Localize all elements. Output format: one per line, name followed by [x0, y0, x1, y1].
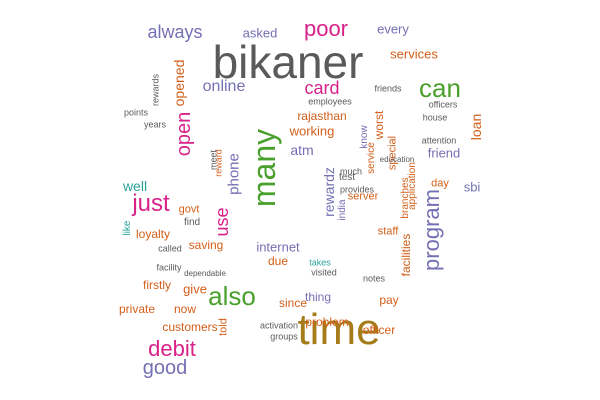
word-called: called	[158, 243, 182, 254]
word-services: services	[390, 46, 438, 62]
word-friend: friend	[427, 145, 461, 161]
word-meet: meet	[208, 149, 219, 171]
word-takes: takes	[309, 257, 331, 268]
word-give: give	[183, 281, 207, 297]
word-staff: staff	[377, 225, 399, 238]
word-program: program	[419, 189, 444, 271]
word-always: always	[147, 22, 203, 42]
word-poor: poor	[303, 16, 349, 41]
word-activation: activation	[259, 320, 299, 331]
word-good: good	[142, 357, 188, 379]
word-thing: thing	[304, 290, 332, 304]
word-day: day	[431, 177, 449, 190]
word-years: years	[143, 119, 167, 130]
word-facility: facility	[156, 262, 182, 273]
word-test: test	[338, 172, 356, 183]
word-debit: debit	[148, 336, 196, 361]
word-saving: saving	[188, 238, 224, 252]
word-govt: govt	[178, 203, 200, 216]
word-find: find	[183, 217, 201, 228]
word-told: told	[217, 318, 230, 336]
word-rewardz: rewardz	[321, 167, 337, 217]
word-officer: officer	[362, 323, 396, 337]
word-like: like	[122, 220, 133, 236]
word-firstly: firstly	[143, 278, 171, 292]
word-provides: provides	[339, 184, 375, 195]
word-open: open	[173, 111, 195, 157]
word-employees: employees	[308, 96, 352, 107]
word-asked: asked	[242, 25, 278, 41]
word-well: well	[122, 178, 148, 194]
word-server: server	[347, 190, 379, 203]
word-loan: loan	[468, 113, 484, 141]
word-facilities: facilities	[399, 233, 413, 277]
word-india: india	[337, 199, 348, 221]
word-rajasthan: rajasthan	[297, 109, 347, 123]
word-customers: customers	[162, 320, 218, 334]
word-can: can	[419, 73, 461, 103]
word-sbi: sbi	[463, 179, 481, 195]
word-notes: notes	[362, 273, 386, 284]
word-loyalty: loyalty	[135, 227, 171, 241]
word-attention: attention	[421, 135, 457, 146]
word-pay: pay	[379, 293, 399, 307]
word-dependable: dependable	[184, 269, 226, 278]
word-due: due	[267, 254, 289, 268]
word-house: house	[422, 112, 448, 123]
word-working: working	[289, 123, 335, 139]
word-opened: opened	[171, 59, 187, 107]
word-education: education	[379, 155, 415, 164]
word-now: now	[173, 302, 197, 316]
word-special: special	[386, 135, 399, 171]
word-much: much	[339, 166, 363, 177]
word-use: use	[212, 207, 232, 237]
word-visited: visited	[311, 267, 337, 278]
word-points: points	[123, 107, 149, 118]
word-many: many	[246, 128, 282, 208]
word-online: online	[202, 78, 246, 95]
word-groups: groups	[270, 331, 298, 342]
word-friends: friends	[374, 83, 402, 94]
word-service: service	[366, 142, 377, 174]
word-phone: phone	[225, 153, 243, 195]
word-internet: internet	[256, 239, 300, 255]
word-every: every	[377, 21, 409, 37]
word-time: time	[297, 305, 381, 354]
word-private: private	[118, 302, 156, 316]
word-problem: problem	[305, 315, 349, 329]
word-worst: worst	[372, 110, 386, 140]
word-card: card	[304, 78, 340, 98]
word-officers: officers	[428, 99, 458, 110]
word-since: since	[278, 296, 308, 310]
word-bikaner: bikaner	[212, 36, 364, 88]
word-atm: atm	[290, 142, 314, 158]
word-also: also	[208, 281, 256, 311]
word-rewards: rewards	[150, 73, 161, 107]
word-branches: branches	[400, 177, 411, 219]
word-just: just	[132, 190, 170, 217]
